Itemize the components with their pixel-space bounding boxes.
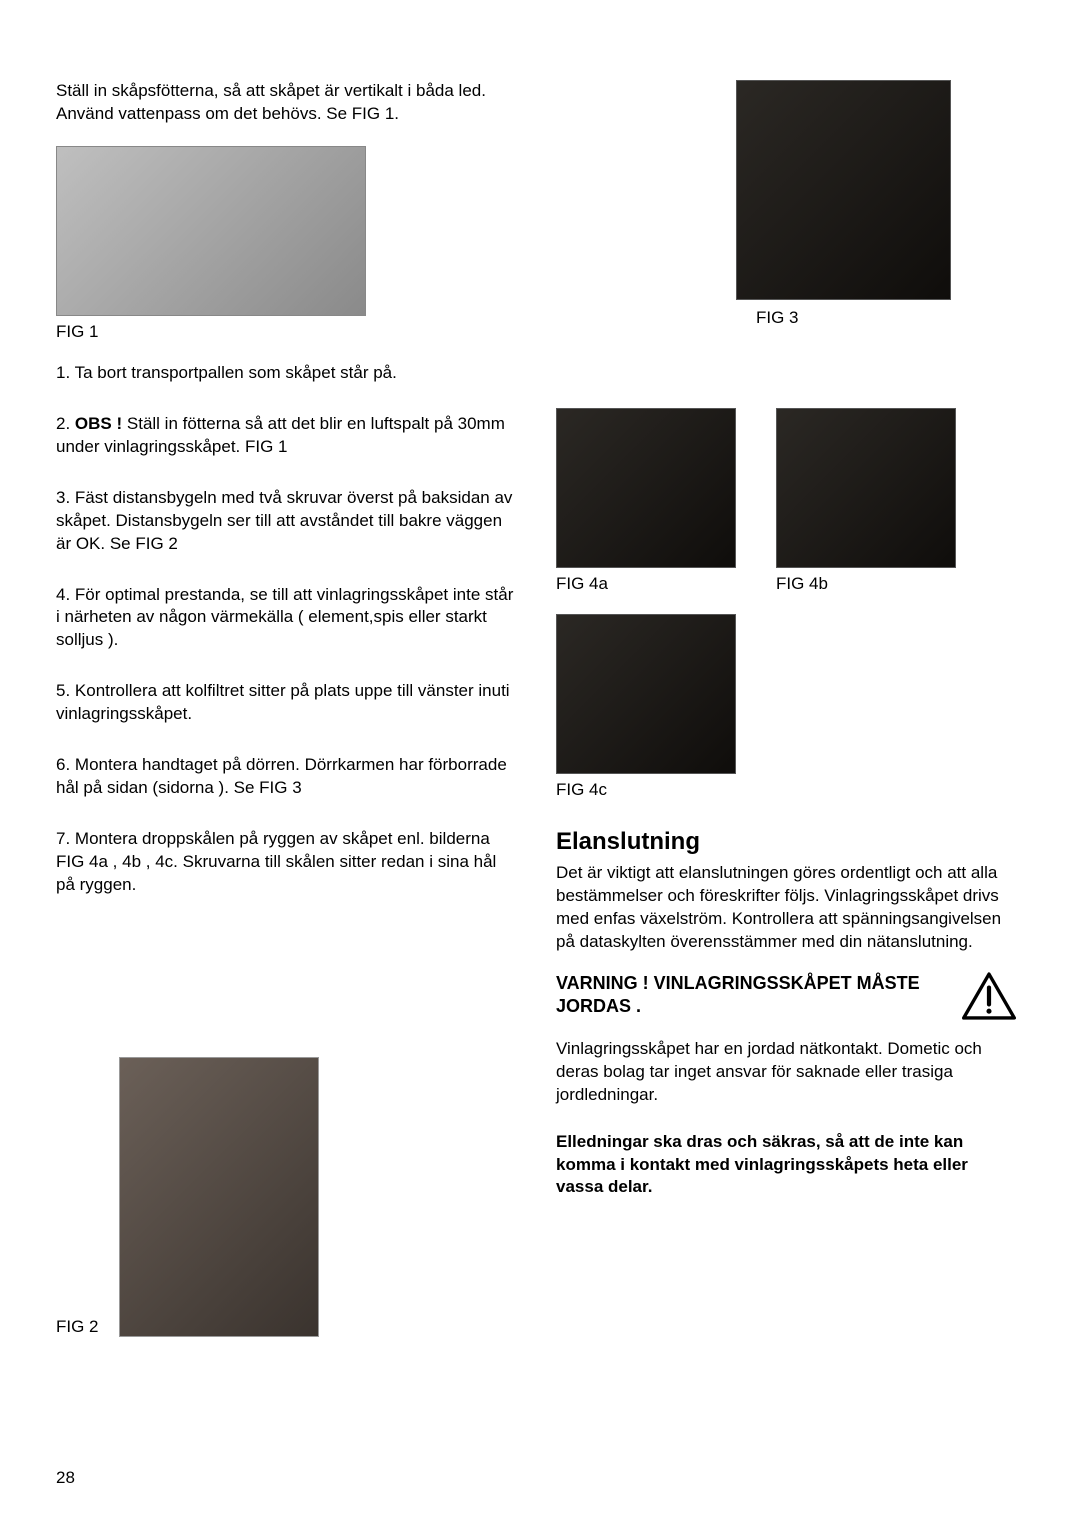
bold-note: Elledningar ska dras och säkras, så att …: [556, 1131, 1016, 1200]
step-5: 5. Kontrollera att kolfiltret sitter på …: [56, 680, 516, 726]
figure-4a-image: [556, 408, 736, 568]
figure-4c-image: [556, 614, 736, 774]
section-body-elanslutning: Det är viktigt att elanslutningen göres …: [556, 862, 1016, 954]
figure-2-caption: FIG 2: [56, 1317, 99, 1337]
figure-4c: FIG 4c: [556, 614, 756, 800]
figure-4b-image: [776, 408, 956, 568]
figure-1-caption: FIG 1: [56, 322, 516, 342]
step-2: 2. OBS ! Ställ in fötterna så att det bl…: [56, 413, 516, 459]
figure-2: FIG 2: [56, 1057, 516, 1337]
section-heading-elanslutning: Elanslutning: [556, 828, 1016, 856]
figure-1: FIG 1: [56, 146, 516, 342]
step-4: 4. För optimal prestanda, se till att vi…: [56, 584, 516, 653]
warning-body: Vinlagringsskåpet har en jordad nätkonta…: [556, 1038, 1016, 1107]
figure-1-image: [56, 146, 366, 316]
page-number: 28: [56, 1468, 75, 1488]
figure-3-image: [736, 80, 951, 300]
figure-4b-caption: FIG 4b: [776, 574, 976, 594]
figure-4a-caption: FIG 4a: [556, 574, 756, 594]
steps-list: 1. Ta bort transportpallen som skåpet st…: [56, 362, 516, 897]
step-7: 7. Montera droppskålen på ryggen av skåp…: [56, 828, 516, 897]
figure-3-caption: FIG 3: [756, 308, 1016, 328]
step-1: 1. Ta bort transportpallen som skåpet st…: [56, 362, 516, 385]
warning-heading: VARNING ! VINLAGRINGSSKÅPET MÅSTE JORDAS…: [556, 972, 942, 1019]
warning-row: VARNING ! VINLAGRINGSSKÅPET MÅSTE JORDAS…: [556, 972, 1016, 1020]
figure-4a: FIG 4a: [556, 408, 756, 594]
warning-icon: [962, 972, 1016, 1020]
figure-4c-caption: FIG 4c: [556, 780, 756, 800]
step-6: 6. Montera handtaget på dörren. Dörrkarm…: [56, 754, 516, 800]
step-3: 3. Fäst distansbygeln med två skruvar öv…: [56, 487, 516, 556]
figure-4-grid: FIG 4a FIG 4b FIG 4c: [556, 408, 1016, 800]
intro-text: Ställ in skåpsfötterna, så att skåpet är…: [56, 80, 516, 126]
figure-2-image: [119, 1057, 319, 1337]
figure-4b: FIG 4b: [776, 408, 976, 594]
figure-3: FIG 3: [556, 80, 1016, 328]
